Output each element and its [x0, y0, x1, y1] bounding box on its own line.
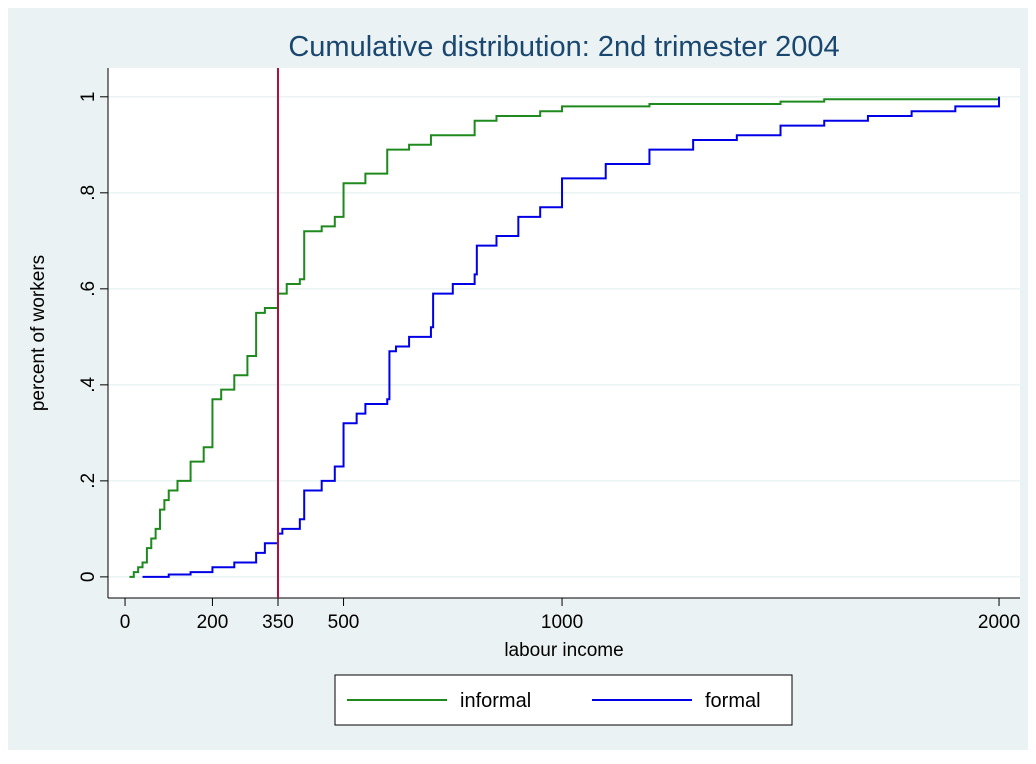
chart-title: Cumulative distribution: 2nd trimester 2…	[288, 31, 839, 63]
x-tick-label: 2000	[978, 612, 1020, 633]
series-line	[142, 96, 1001, 578]
y-axis-label: percent of workers	[28, 255, 49, 411]
y-tick-label: 1	[78, 92, 99, 103]
x-tick-label: 1000	[541, 612, 583, 633]
x-tick-label: 350	[262, 612, 294, 633]
y-tick-label: 0	[78, 572, 99, 583]
plot-area	[108, 68, 1020, 598]
legend-label: informal	[460, 690, 531, 712]
legend-label: formal	[705, 690, 761, 712]
y-tick-label: .6	[78, 281, 99, 297]
x-tick-label: 500	[328, 612, 360, 633]
x-axis-label: labour income	[504, 640, 623, 661]
y-tick-label: .8	[78, 185, 99, 201]
y-tick-label: .2	[78, 473, 99, 489]
x-tick-label: 0	[120, 612, 131, 633]
x-tick-label: 200	[197, 612, 229, 633]
y-tick-label: .4	[78, 376, 99, 392]
